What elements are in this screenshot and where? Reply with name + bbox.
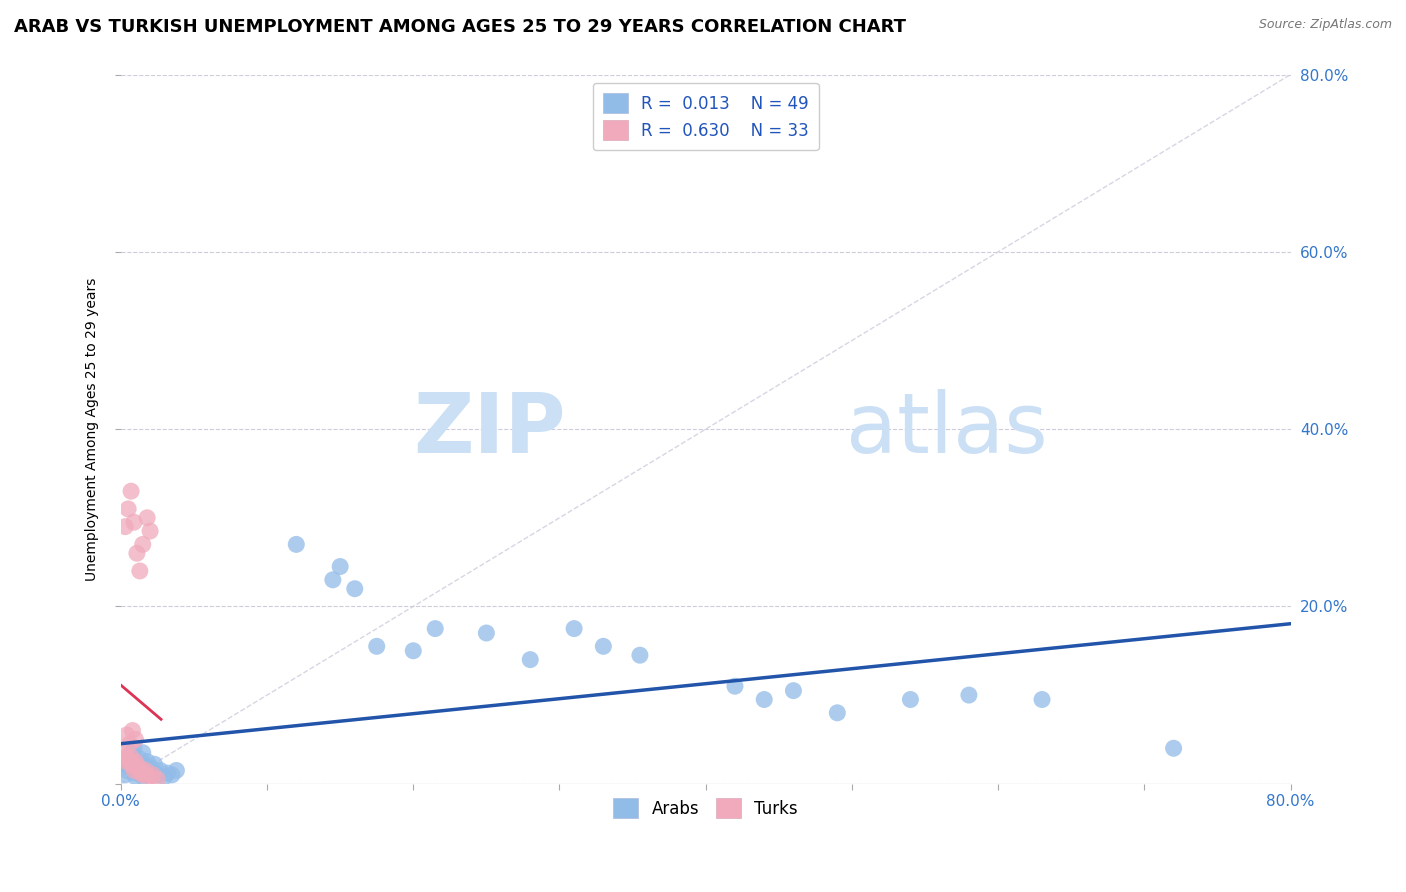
Point — [127, 757, 149, 772]
Point — [160, 768, 183, 782]
Point — [132, 746, 155, 760]
Point — [125, 546, 148, 560]
Point — [127, 764, 149, 778]
Text: Source: ZipAtlas.com: Source: ZipAtlas.com — [1258, 18, 1392, 31]
Point — [562, 622, 585, 636]
Point — [128, 752, 150, 766]
Point — [149, 764, 172, 778]
Point — [475, 626, 498, 640]
Point — [114, 519, 136, 533]
Point — [122, 741, 145, 756]
Point — [329, 559, 352, 574]
Point — [343, 582, 366, 596]
Point — [135, 759, 157, 773]
Point — [592, 640, 614, 654]
Point — [136, 755, 159, 769]
Point — [142, 766, 165, 780]
Point — [114, 768, 136, 782]
Point — [122, 764, 145, 778]
Point — [112, 746, 135, 760]
Point — [957, 688, 980, 702]
Legend: Arabs, Turks: Arabs, Turks — [607, 791, 804, 825]
Point — [136, 510, 159, 524]
Point — [124, 766, 146, 780]
Point — [118, 755, 141, 769]
Point — [782, 683, 804, 698]
Point — [724, 679, 747, 693]
Point — [118, 737, 141, 751]
Point — [519, 652, 541, 666]
Point — [1031, 692, 1053, 706]
Point — [134, 766, 156, 780]
Point — [114, 750, 136, 764]
Point — [425, 622, 447, 636]
Point — [285, 537, 308, 551]
Point — [139, 768, 162, 782]
Point — [146, 768, 169, 782]
Point — [115, 755, 138, 769]
Point — [124, 770, 146, 784]
Point — [132, 768, 155, 782]
Point — [124, 755, 146, 769]
Point — [129, 764, 152, 778]
Point — [139, 770, 162, 784]
Point — [138, 764, 160, 778]
Point — [124, 732, 146, 747]
Point — [128, 564, 150, 578]
Point — [402, 644, 425, 658]
Point — [165, 764, 187, 778]
Point — [827, 706, 849, 720]
Point — [136, 768, 159, 782]
Point — [1163, 741, 1185, 756]
Point — [900, 692, 922, 706]
Point — [143, 757, 166, 772]
Y-axis label: Unemployment Among Ages 25 to 29 years: Unemployment Among Ages 25 to 29 years — [86, 277, 100, 581]
Point — [153, 770, 176, 784]
Point — [117, 759, 139, 773]
Point — [121, 759, 143, 773]
Point — [754, 692, 776, 706]
Point — [141, 761, 163, 775]
Point — [322, 573, 344, 587]
Point — [120, 750, 142, 764]
Point — [129, 766, 152, 780]
Point — [135, 764, 157, 778]
Point — [120, 750, 142, 764]
Point — [122, 515, 145, 529]
Point — [128, 761, 150, 775]
Text: atlas: atlas — [846, 389, 1047, 469]
Point — [115, 764, 138, 778]
Point — [118, 755, 141, 769]
Point — [115, 728, 138, 742]
Point — [366, 640, 388, 654]
Point — [125, 759, 148, 773]
Text: ZIP: ZIP — [413, 389, 565, 469]
Point — [156, 766, 179, 780]
Point — [134, 766, 156, 780]
Point — [121, 746, 143, 760]
Point — [139, 524, 162, 538]
Point — [628, 648, 651, 663]
Text: ARAB VS TURKISH UNEMPLOYMENT AMONG AGES 25 TO 29 YEARS CORRELATION CHART: ARAB VS TURKISH UNEMPLOYMENT AMONG AGES … — [14, 18, 905, 36]
Point — [132, 770, 155, 784]
Point — [142, 768, 165, 782]
Point — [117, 502, 139, 516]
Point — [125, 761, 148, 775]
Point — [132, 537, 155, 551]
Point — [117, 752, 139, 766]
Point — [121, 723, 143, 738]
Point — [146, 772, 169, 787]
Point — [120, 484, 142, 499]
